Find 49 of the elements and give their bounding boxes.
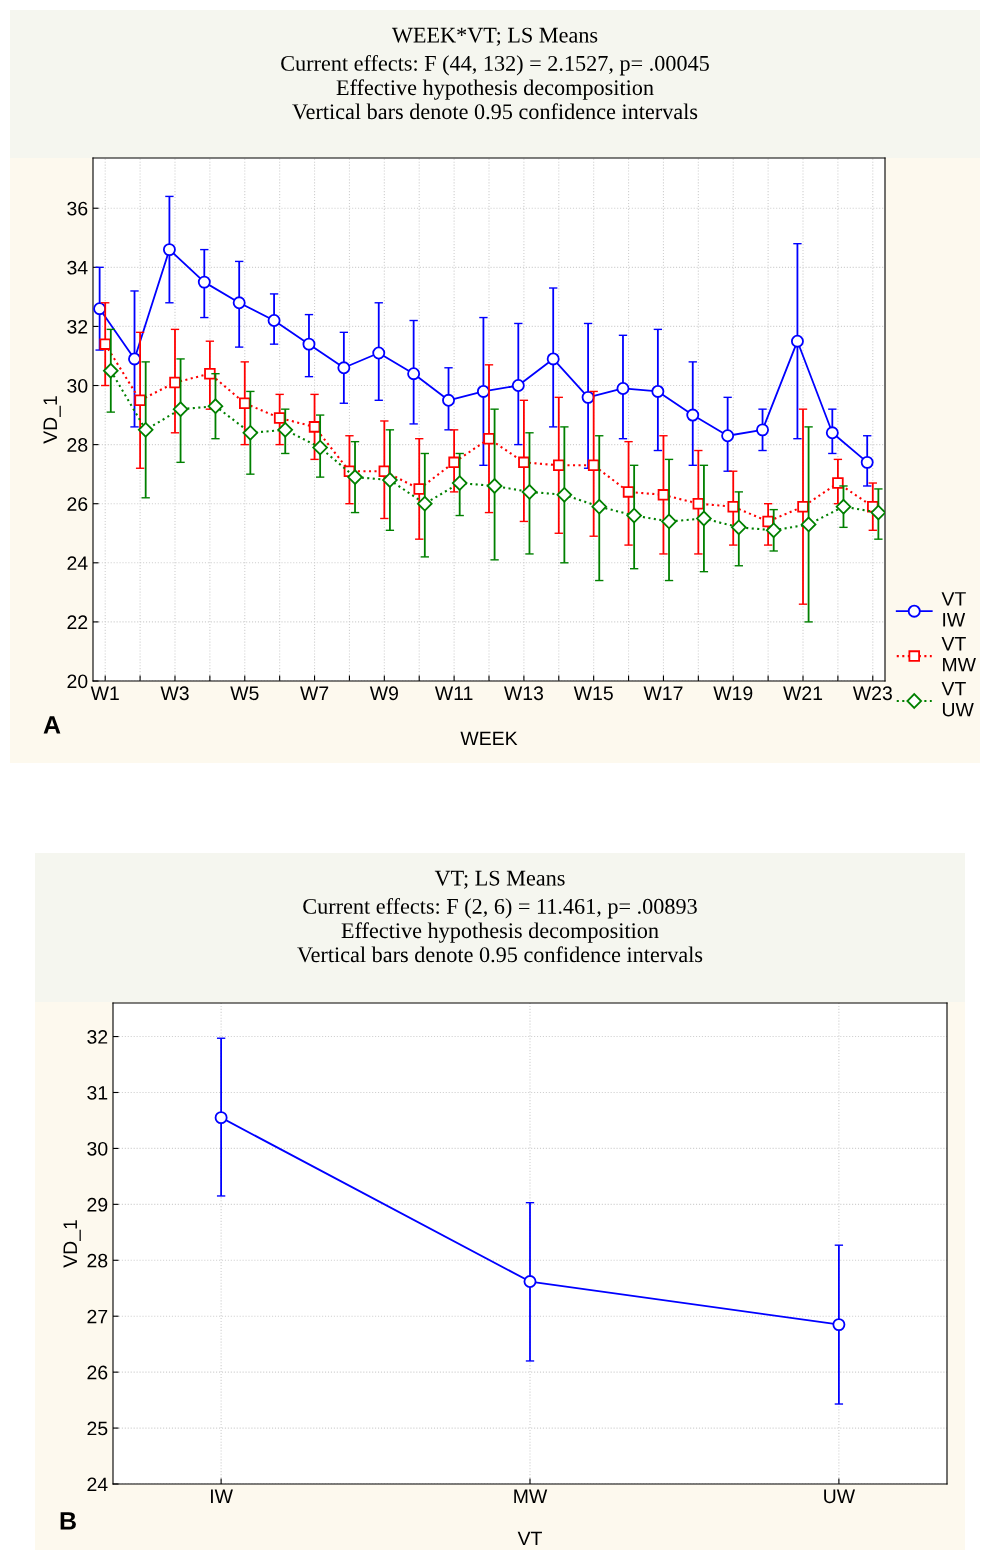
x-tick-label: W1 — [90, 686, 119, 700]
y-axis-title: VD_1 — [63, 1220, 81, 1268]
legend-label: VT MW — [941, 637, 976, 672]
y-tick-label: 32 — [87, 1030, 108, 1044]
x-tick-label: W23 — [852, 686, 892, 701]
y-tick-label: 20 — [67, 674, 88, 689]
y-tick-label: 30 — [87, 1141, 108, 1156]
y-tick-label: 30 — [67, 378, 88, 393]
y-tick-label: 24 — [87, 1477, 108, 1492]
text: A — [43, 716, 61, 734]
y-tick-label: 31 — [87, 1085, 108, 1100]
x-tick-label: UW — [824, 1489, 856, 1504]
x-tick-label: W17 — [643, 686, 683, 700]
x-axis-title: VT — [517, 1531, 542, 1546]
x-tick-label: W15 — [573, 686, 613, 701]
y-axis-title: VD_1 — [43, 396, 61, 444]
x-tick-label: W3 — [160, 686, 189, 701]
point — [214, 1111, 228, 1125]
chart-subtitle: Current effects: F (2, 6) = 11.461, p= .00893 Effective hypothesis decomposition Vertical bars denote 0.95 confidence intervals — [297, 898, 703, 963]
point — [523, 1275, 537, 1288]
x-tick-label: W9 — [369, 686, 398, 701]
y-tick-label: 26 — [67, 497, 88, 511]
chart-subtitle: Current effects: F (44, 132) = 2.1527, p= .00045 Effective hypothesis decomposition Vertical bars denote 0.95 confidence intervals — [281, 55, 709, 120]
y-tick-label: 28 — [67, 438, 88, 452]
x-tick-label: W7 — [300, 686, 329, 700]
y-tick-label: 34 — [67, 260, 88, 275]
y-tick-label: 22 — [67, 615, 88, 629]
x-tick-label: MW — [514, 1489, 548, 1503]
y-tick-label: 28 — [87, 1253, 108, 1268]
x-tick-label: W11 — [434, 686, 473, 700]
legend-label: VT IW — [941, 592, 966, 627]
point — [832, 1318, 846, 1332]
x-tick-label: W19 — [713, 686, 753, 701]
y-tick-label: 36 — [67, 201, 88, 216]
x-tick-label: W5 — [230, 686, 259, 701]
x-tick-label: W13 — [503, 686, 544, 701]
y-tick-label: 32 — [67, 319, 88, 334]
y-tick-label: 27 — [87, 1309, 108, 1324]
x-axis-title: WEEK — [460, 731, 518, 746]
chart-title: WEEK*VT; LS Means — [391, 27, 598, 46]
legend-label: VT UW — [941, 681, 974, 717]
y-tick-label: 25 — [87, 1421, 108, 1436]
text: B — [60, 1512, 76, 1530]
y-tick-label: 24 — [67, 556, 88, 570]
y-tick-label: 29 — [87, 1197, 108, 1212]
y-tick-label: 26 — [87, 1365, 108, 1380]
chart-title: VT; LS Means — [434, 870, 565, 889]
x-tick-label: IW — [211, 1489, 233, 1503]
x-tick-label: W21 — [783, 686, 823, 700]
